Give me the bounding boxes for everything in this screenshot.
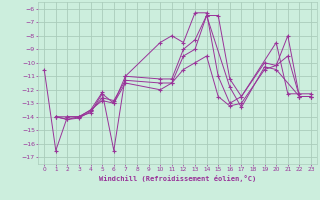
X-axis label: Windchill (Refroidissement éolien,°C): Windchill (Refroidissement éolien,°C) [99, 175, 256, 182]
